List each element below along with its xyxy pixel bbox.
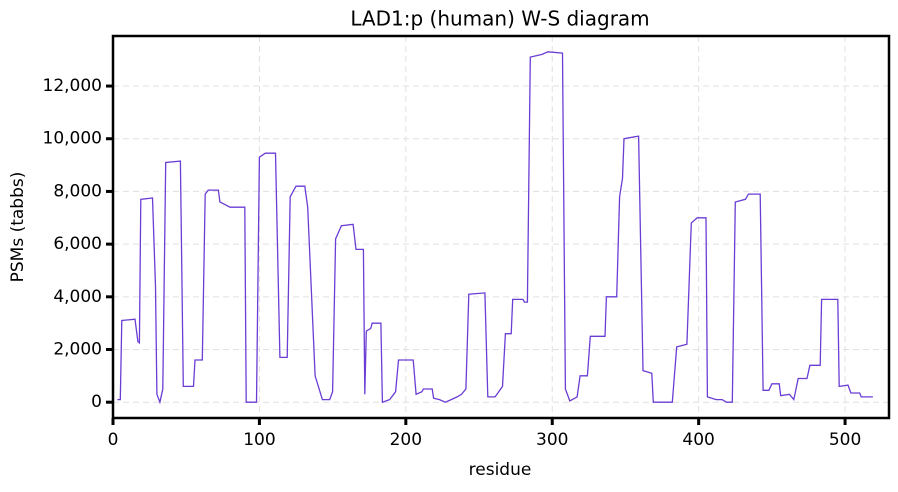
x-tick-label: 200 xyxy=(390,430,422,450)
y-tick-label: 0 xyxy=(91,392,102,412)
x-tick-label: 0 xyxy=(108,430,119,450)
x-tick-label: 400 xyxy=(682,430,714,450)
y-tick-label: 12,000 xyxy=(43,76,102,96)
y-tick-label: 4,000 xyxy=(53,287,102,307)
y-axis-label: PSMs (tabbs) xyxy=(8,172,28,283)
x-tick-label: 300 xyxy=(536,430,568,450)
plot-frame xyxy=(111,34,891,420)
data-line xyxy=(117,51,873,405)
x-tick-label: 100 xyxy=(243,430,275,450)
x-axis-label: residue xyxy=(469,460,532,480)
y-tick-label: 2,000 xyxy=(53,340,102,360)
chart-title: LAD1:p (human) W-S diagram xyxy=(350,7,649,31)
x-tick-label: 500 xyxy=(829,430,861,450)
y-tick-label: 10,000 xyxy=(43,129,102,149)
y-tick-label: 8,000 xyxy=(53,181,102,201)
y-tick-label: 6,000 xyxy=(53,234,102,254)
